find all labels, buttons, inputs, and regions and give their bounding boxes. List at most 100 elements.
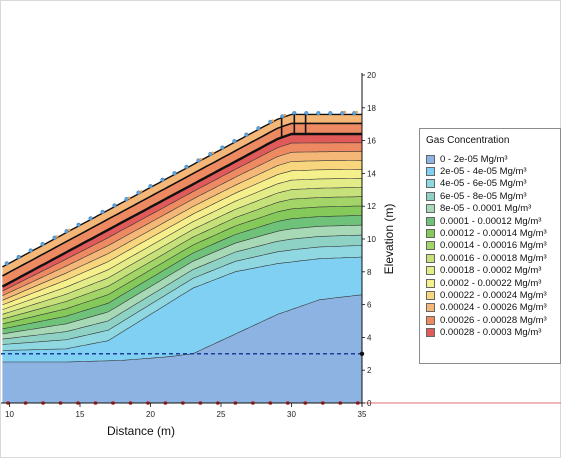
contour-line-9 [2,187,363,315]
legend-label: 0 - 2e-05 Mg/m³ [440,153,508,165]
legend-entry: 0.0002 - 0.00022 Mg/m³ [426,277,560,289]
surface-marker [220,145,225,150]
cover-mid-line [2,122,362,277]
surface-marker [268,119,273,124]
legend-swatch [426,278,435,288]
y-tick-label: 4 [367,333,372,342]
contour-band-6 [2,206,363,329]
surface-marker [124,197,129,202]
legend-entry: 0.00022 - 0.00024 Mg/m³ [426,289,560,301]
legend-swatch [426,303,435,313]
legend-entry: 0 - 2e-05 Mg/m³ [426,153,560,165]
surface-marker [328,111,333,116]
legend-swatch [426,191,435,201]
y-tick-label: 20 [367,71,376,80]
surface-marker-flux [211,151,215,155]
legend-label: 0.00012 - 0.00014 Mg/m³ [440,228,547,240]
legend-label: 0.0002 - 0.00022 Mg/m³ [440,277,542,289]
y-tick-label: 2 [367,366,372,375]
y-axis-title: Elevation (m) [382,204,396,275]
legend-label: 0.0001 - 0.00012 Mg/m³ [440,215,542,227]
x-axis-title: Distance (m) [107,424,175,438]
contour-band-9 [2,178,363,315]
y-tick-label: 16 [367,137,376,146]
surface-markers [4,110,359,266]
legend-entry: 2e-05 - 4e-05 Mg/m³ [426,165,560,177]
surface-marker [40,242,45,247]
surface-marker-flux [67,228,71,232]
legend-label: 6e-05 - 8e-05 Mg/m³ [440,190,527,202]
contour-line-13 [2,151,362,296]
surface-marker [4,261,9,266]
contour-band-11 [2,160,363,305]
legend-swatch [426,315,435,325]
contour-line-10 [2,178,363,310]
surface-marker-flux [355,110,359,114]
surface-marker [196,158,201,163]
contour-band-8 [2,187,363,320]
legend-entry: 0.00026 - 0.00028 Mg/m³ [426,314,560,326]
y-tick-label: 12 [367,202,376,211]
legend-label: 0.00016 - 0.00018 Mg/m³ [440,252,547,264]
legend-entry: 0.00014 - 0.00016 Mg/m³ [426,240,560,252]
legend-label: 0.00028 - 0.0003 Mg/m³ [440,327,542,339]
legend-swatch [426,328,435,338]
contour-line-7 [2,205,363,325]
surface-marker [256,126,261,131]
legend-entry: 0.00028 - 0.0003 Mg/m³ [426,326,560,338]
legend-label: 8e-05 - 0.0001 Mg/m³ [440,203,532,215]
surface-marker [316,111,321,116]
x-tick-label: 35 [358,410,367,419]
surface-marker [184,164,189,169]
surface-marker [16,254,21,260]
surface-marker [340,111,345,116]
legend-swatch [426,154,435,164]
surface-marker [148,184,153,189]
contour-band-10 [2,169,363,310]
ground-surface-line [2,113,362,268]
legend-swatch [426,290,435,300]
y-tick-label: 10 [367,235,376,244]
legend-swatch [426,266,435,276]
surface-marker-flux [199,158,203,161]
contour-band-2 [2,245,363,351]
legend-label: 0.00014 - 0.00016 Mg/m³ [440,240,547,252]
surface-marker-flux [139,190,143,193]
legend-label: 0.00018 - 0.0002 Mg/m³ [440,265,542,277]
legend-entry: 0.00024 - 0.00026 Mg/m³ [426,302,560,314]
y-tick-label: 0 [367,399,372,408]
surface-marker-flux [283,113,287,117]
legend-label: 4e-05 - 6e-05 Mg/m³ [440,178,527,190]
legend-label: 0.00024 - 0.00026 Mg/m³ [440,302,547,314]
surface-marker [76,222,81,227]
contour-line-12 [2,160,362,301]
contour-line-14 [2,142,362,292]
contour-band-0 [2,294,363,403]
legend-entry: 8e-05 - 0.0001 Mg/m³ [426,203,560,215]
x-tick-label: 20 [146,410,155,419]
surface-marker [160,177,165,182]
contour-line-2 [2,256,363,351]
legend-entry: 0.00018 - 0.0002 Mg/m³ [426,265,560,277]
surface-marker [172,171,177,176]
legend-swatch [426,241,435,251]
y-tick-label: 6 [367,301,372,310]
contour-line-3 [2,245,363,345]
legend-swatch [426,216,435,226]
surface-marker-flux [55,235,59,238]
surface-marker [28,248,33,253]
surface-marker-flux [343,110,347,114]
contour-line-5 [2,224,363,335]
legend-swatch [426,179,435,189]
legend: Gas Concentration 0 - 2e-05 Mg/m³ 2e-05 -… [419,128,561,364]
y-tick-label: 14 [367,169,376,178]
x-tick-label: 30 [287,410,296,419]
surface-marker-flux [271,119,275,122]
surface-marker [208,151,213,157]
y-tick-label: 18 [367,104,376,113]
contour-line-6 [2,215,362,330]
surface-marker [232,139,237,144]
legend-entry: 0.00012 - 0.00014 Mg/m³ [426,227,560,239]
